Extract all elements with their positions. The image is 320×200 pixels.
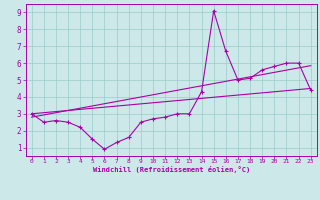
X-axis label: Windchill (Refroidissement éolien,°C): Windchill (Refroidissement éolien,°C) — [92, 166, 250, 173]
